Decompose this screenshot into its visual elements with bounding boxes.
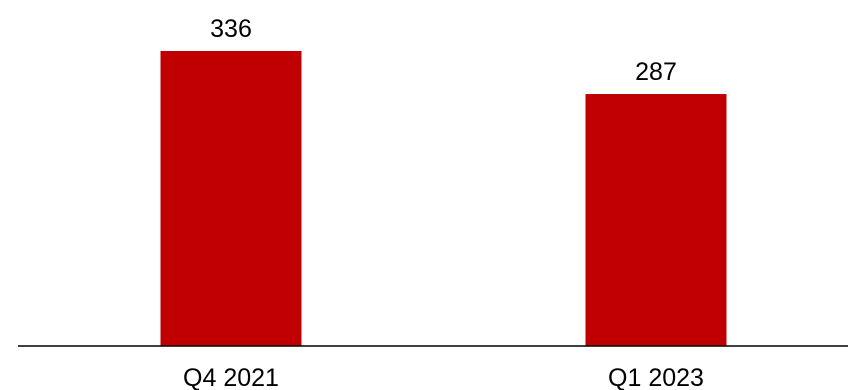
bar-q1-2023 xyxy=(585,94,727,346)
value-labels-layer: 336 287 xyxy=(210,15,677,86)
value-label: 287 xyxy=(635,58,677,86)
bar-q4-2021 xyxy=(160,51,302,346)
bars-layer xyxy=(160,51,727,346)
x-tick-label: Q1 2023 xyxy=(608,364,704,390)
x-tick-label: Q4 2021 xyxy=(183,364,279,390)
tick-labels-layer: Q4 2021 Q1 2023 xyxy=(183,364,704,390)
value-label: 336 xyxy=(210,15,252,43)
